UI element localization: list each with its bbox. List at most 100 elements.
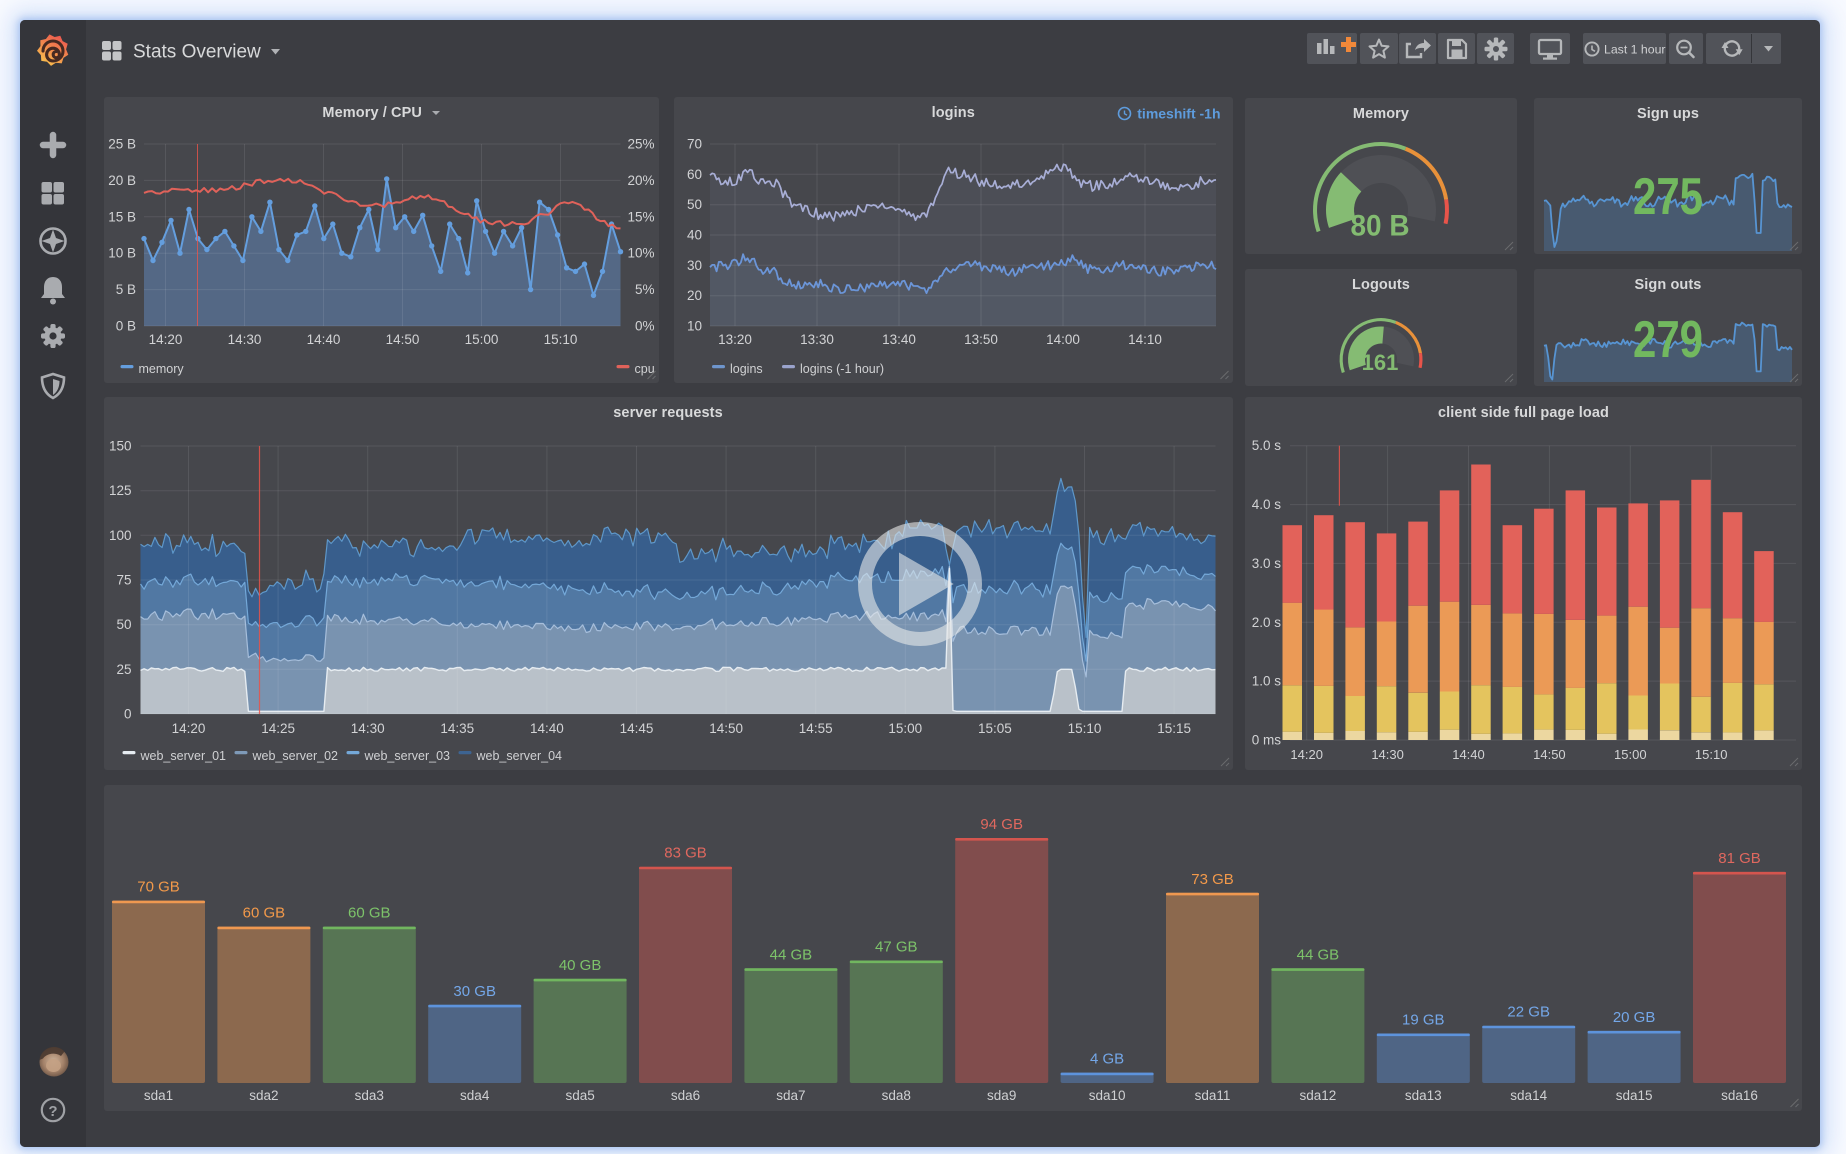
svg-text:1.0 s: 1.0 s: [1252, 674, 1282, 689]
svg-text:5 B: 5 B: [115, 282, 135, 297]
svg-text:cpu: cpu: [634, 362, 654, 376]
svg-text:60 GB: 60 GB: [348, 905, 391, 922]
svg-text:15%: 15%: [627, 209, 654, 224]
svg-text:10 B: 10 B: [108, 246, 136, 261]
svg-text:94 GB: 94 GB: [980, 816, 1023, 833]
svg-text:14:30: 14:30: [350, 721, 384, 736]
svg-text:sda3: sda3: [354, 1088, 383, 1103]
svg-text:83 GB: 83 GB: [664, 845, 707, 862]
svg-text:10: 10: [687, 319, 702, 334]
svg-text:14:20: 14:20: [148, 332, 182, 347]
svg-text:161: 161: [1362, 350, 1399, 375]
svg-text:13:20: 13:20: [718, 332, 752, 347]
svg-text:50: 50: [687, 197, 702, 212]
svg-text:100: 100: [108, 528, 131, 543]
svg-text:73 GB: 73 GB: [1191, 871, 1234, 888]
svg-text:275: 275: [1633, 168, 1703, 226]
svg-text:50: 50: [116, 617, 131, 632]
svg-text:14:20: 14:20: [171, 721, 205, 736]
svg-text:75: 75: [116, 573, 131, 588]
svg-text:15:10: 15:10: [1695, 747, 1728, 762]
svg-text:memory: memory: [138, 362, 184, 376]
svg-text:25: 25: [116, 662, 131, 677]
svg-text:14:40: 14:40: [306, 332, 340, 347]
svg-text:sda12: sda12: [1299, 1088, 1336, 1103]
svg-text:25%: 25%: [627, 137, 654, 152]
svg-text:5.0 s: 5.0 s: [1252, 438, 1282, 453]
svg-text:sda9: sda9: [987, 1088, 1016, 1103]
svg-text:15:10: 15:10: [543, 332, 577, 347]
svg-text:5%: 5%: [634, 282, 654, 297]
svg-text:14:40: 14:40: [530, 721, 564, 736]
svg-text:20%: 20%: [627, 173, 654, 188]
svg-text:4 GB: 4 GB: [1090, 1051, 1124, 1068]
svg-text:4.0 s: 4.0 s: [1252, 497, 1282, 512]
svg-text:15:10: 15:10: [1067, 721, 1101, 736]
svg-text:15:05: 15:05: [978, 721, 1012, 736]
svg-text:?: ?: [48, 1103, 57, 1120]
svg-text:sda2: sda2: [249, 1088, 278, 1103]
svg-text:25 B: 25 B: [108, 137, 136, 152]
svg-text:0: 0: [123, 707, 131, 722]
svg-text:14:20: 14:20: [1290, 747, 1323, 762]
svg-text:web_server_04: web_server_04: [475, 749, 562, 763]
svg-text:81 GB: 81 GB: [1718, 850, 1761, 867]
svg-text:sda13: sda13: [1404, 1088, 1441, 1103]
svg-text:14:55: 14:55: [798, 721, 832, 736]
svg-text:19 GB: 19 GB: [1402, 1012, 1445, 1029]
svg-text:40: 40: [687, 228, 702, 243]
svg-text:47 GB: 47 GB: [875, 939, 918, 956]
svg-text:44 GB: 44 GB: [769, 946, 812, 963]
svg-text:sda15: sda15: [1615, 1088, 1652, 1103]
svg-text:70: 70: [687, 137, 702, 152]
svg-text:sda16: sda16: [1721, 1088, 1758, 1103]
svg-text:13:30: 13:30: [800, 332, 834, 347]
svg-text:0%: 0%: [634, 319, 654, 334]
svg-text:14:10: 14:10: [1128, 332, 1162, 347]
svg-text:30 GB: 30 GB: [453, 983, 496, 1000]
svg-text:Stats Overview: Stats Overview: [133, 42, 261, 63]
svg-text:sda1: sda1: [143, 1088, 172, 1103]
svg-text:14:50: 14:50: [709, 721, 743, 736]
svg-text:14:30: 14:30: [1371, 747, 1404, 762]
svg-text:15:00: 15:00: [1614, 747, 1647, 762]
svg-text:logins: logins: [730, 362, 763, 376]
svg-text:sda8: sda8: [881, 1088, 910, 1103]
svg-text:15:15: 15:15: [1157, 721, 1191, 736]
svg-text:125: 125: [108, 483, 131, 498]
svg-text:60: 60: [687, 167, 702, 182]
svg-text:3.0 s: 3.0 s: [1252, 556, 1282, 571]
svg-text:10%: 10%: [627, 246, 654, 261]
svg-text:sda6: sda6: [670, 1088, 699, 1103]
svg-text:20: 20: [687, 288, 702, 303]
svg-text:sda5: sda5: [565, 1088, 594, 1103]
svg-text:14:45: 14:45: [619, 721, 653, 736]
svg-text:30: 30: [687, 258, 702, 273]
svg-text:web_server_02: web_server_02: [251, 749, 338, 763]
svg-text:14:50: 14:50: [385, 332, 419, 347]
svg-text:2.0 s: 2.0 s: [1252, 615, 1282, 630]
svg-text:44 GB: 44 GB: [1296, 946, 1339, 963]
svg-text:Last 1 hour: Last 1 hour: [1604, 43, 1666, 57]
svg-text:timeshift -1h: timeshift -1h: [1137, 106, 1220, 122]
svg-text:13:50: 13:50: [964, 332, 998, 347]
svg-text:sda7: sda7: [776, 1088, 805, 1103]
svg-text:70 GB: 70 GB: [137, 879, 180, 896]
svg-text:0 ms: 0 ms: [1252, 733, 1282, 748]
svg-text:13:40: 13:40: [882, 332, 916, 347]
svg-text:logins (-1 hour): logins (-1 hour): [800, 362, 884, 376]
svg-text:15 B: 15 B: [108, 209, 136, 224]
svg-text:60 GB: 60 GB: [242, 905, 285, 922]
svg-text:14:50: 14:50: [1533, 747, 1566, 762]
svg-text:14:30: 14:30: [227, 332, 261, 347]
svg-text:sda4: sda4: [460, 1088, 490, 1103]
svg-text:14:25: 14:25: [261, 721, 295, 736]
svg-text:15:00: 15:00: [464, 332, 498, 347]
svg-text:web_server_01: web_server_01: [139, 749, 226, 763]
svg-text:sda11: sda11: [1194, 1088, 1230, 1103]
svg-text:20 B: 20 B: [108, 173, 136, 188]
svg-text:80 B: 80 B: [1351, 210, 1410, 243]
svg-text:20 GB: 20 GB: [1612, 1009, 1655, 1026]
svg-text:14:35: 14:35: [440, 721, 474, 736]
svg-text:sda10: sda10: [1088, 1088, 1125, 1103]
